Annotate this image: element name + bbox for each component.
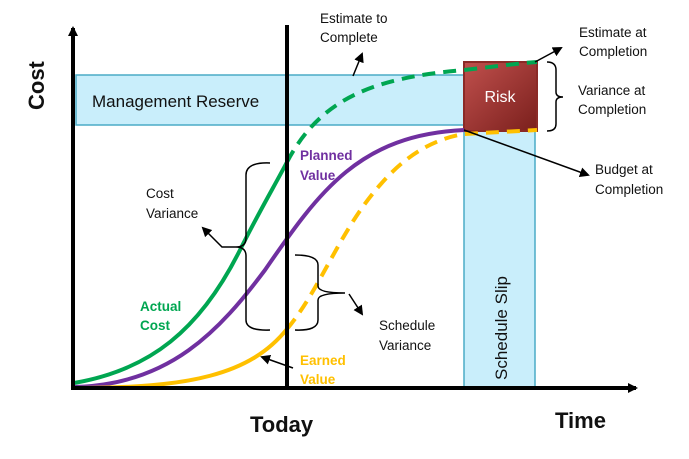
bac-label-2: Completion [595,182,663,197]
schedule-variance-label-2: Variance [379,338,431,353]
cost-variance-label-2: Variance [146,206,198,221]
schedule-slip-label: Schedule Slip [492,276,511,380]
actual-cost-curve [73,161,289,385]
management-reserve-band [75,74,465,126]
vac-brace [546,61,564,132]
vac-label-2: Completion [578,102,646,117]
management-reserve-label: Management Reserve [92,92,259,111]
planned-value-label-1: Planned [300,148,353,163]
schedule-variance-label-1: Schedule [379,318,435,333]
schedule-slip-band [463,124,536,389]
risk-label: Risk [484,89,516,106]
y-axis-label: Cost [24,60,49,110]
cost-variance-label-1: Cost [146,186,174,201]
etc-arrow [352,52,364,77]
risk-box [463,61,538,132]
earned-value-forecast-curve [285,128,538,331]
x-axis-label: Time [555,408,606,433]
bac-arrow [463,129,590,177]
schedule-variance-brace [294,254,346,331]
earned-value-arrow [260,354,294,369]
planned-value-curve [73,128,465,389]
earned-value-label-1: Earned [300,353,346,368]
eac-label-2: Completion [579,44,647,59]
cost-variance-arrow [201,226,236,248]
eac-arrow [534,47,563,63]
etc-label-2: Complete [320,30,378,45]
actual-cost-label-2: Cost [140,318,171,333]
schedule-variance-arrow [348,293,364,316]
earned-value-label-2: Value [300,372,336,387]
cost-variance-brace [235,162,271,331]
estimate-to-complete-curve [285,60,538,163]
planned-value-label-2: Value [300,168,336,183]
eac-label-1: Estimate at [579,25,647,40]
vac-label-1: Variance at [578,83,646,98]
today-label: Today [250,412,314,437]
actual-cost-label-1: Actual [140,299,181,314]
earned-value-curve [73,327,289,390]
bac-label-1: Budget at [595,162,653,177]
etc-label-1: Estimate to [320,11,388,26]
